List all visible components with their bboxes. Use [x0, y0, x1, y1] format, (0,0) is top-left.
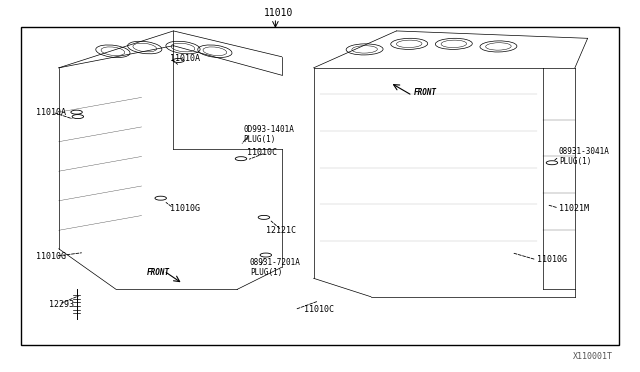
Text: 08931-3041A
PLUG(1): 08931-3041A PLUG(1)	[559, 147, 610, 166]
Text: 11021M: 11021M	[559, 203, 589, 213]
Text: 0D993-1401A
PLUG(1): 0D993-1401A PLUG(1)	[244, 125, 294, 144]
Text: 11010: 11010	[264, 8, 293, 18]
Text: 12293: 12293	[49, 300, 74, 309]
Text: 11010G: 11010G	[537, 255, 566, 264]
Text: 11010G: 11010G	[170, 203, 200, 213]
Bar	[20, 27, 620, 345]
Text: 12121C: 12121C	[266, 226, 296, 235]
Text: X110001T: X110001T	[573, 352, 613, 361]
Text: FRONT: FRONT	[147, 268, 170, 277]
Text: 11010A: 11010A	[170, 54, 200, 63]
Text: FRONT: FRONT	[414, 89, 437, 97]
Text: 11010C: 11010C	[304, 305, 334, 314]
Text: 11010G: 11010G	[36, 251, 67, 261]
Text: 11010A: 11010A	[36, 108, 67, 117]
Text: 11010C: 11010C	[246, 148, 276, 157]
Text: 08931-7201A
PLUG(1): 08931-7201A PLUG(1)	[250, 257, 301, 277]
